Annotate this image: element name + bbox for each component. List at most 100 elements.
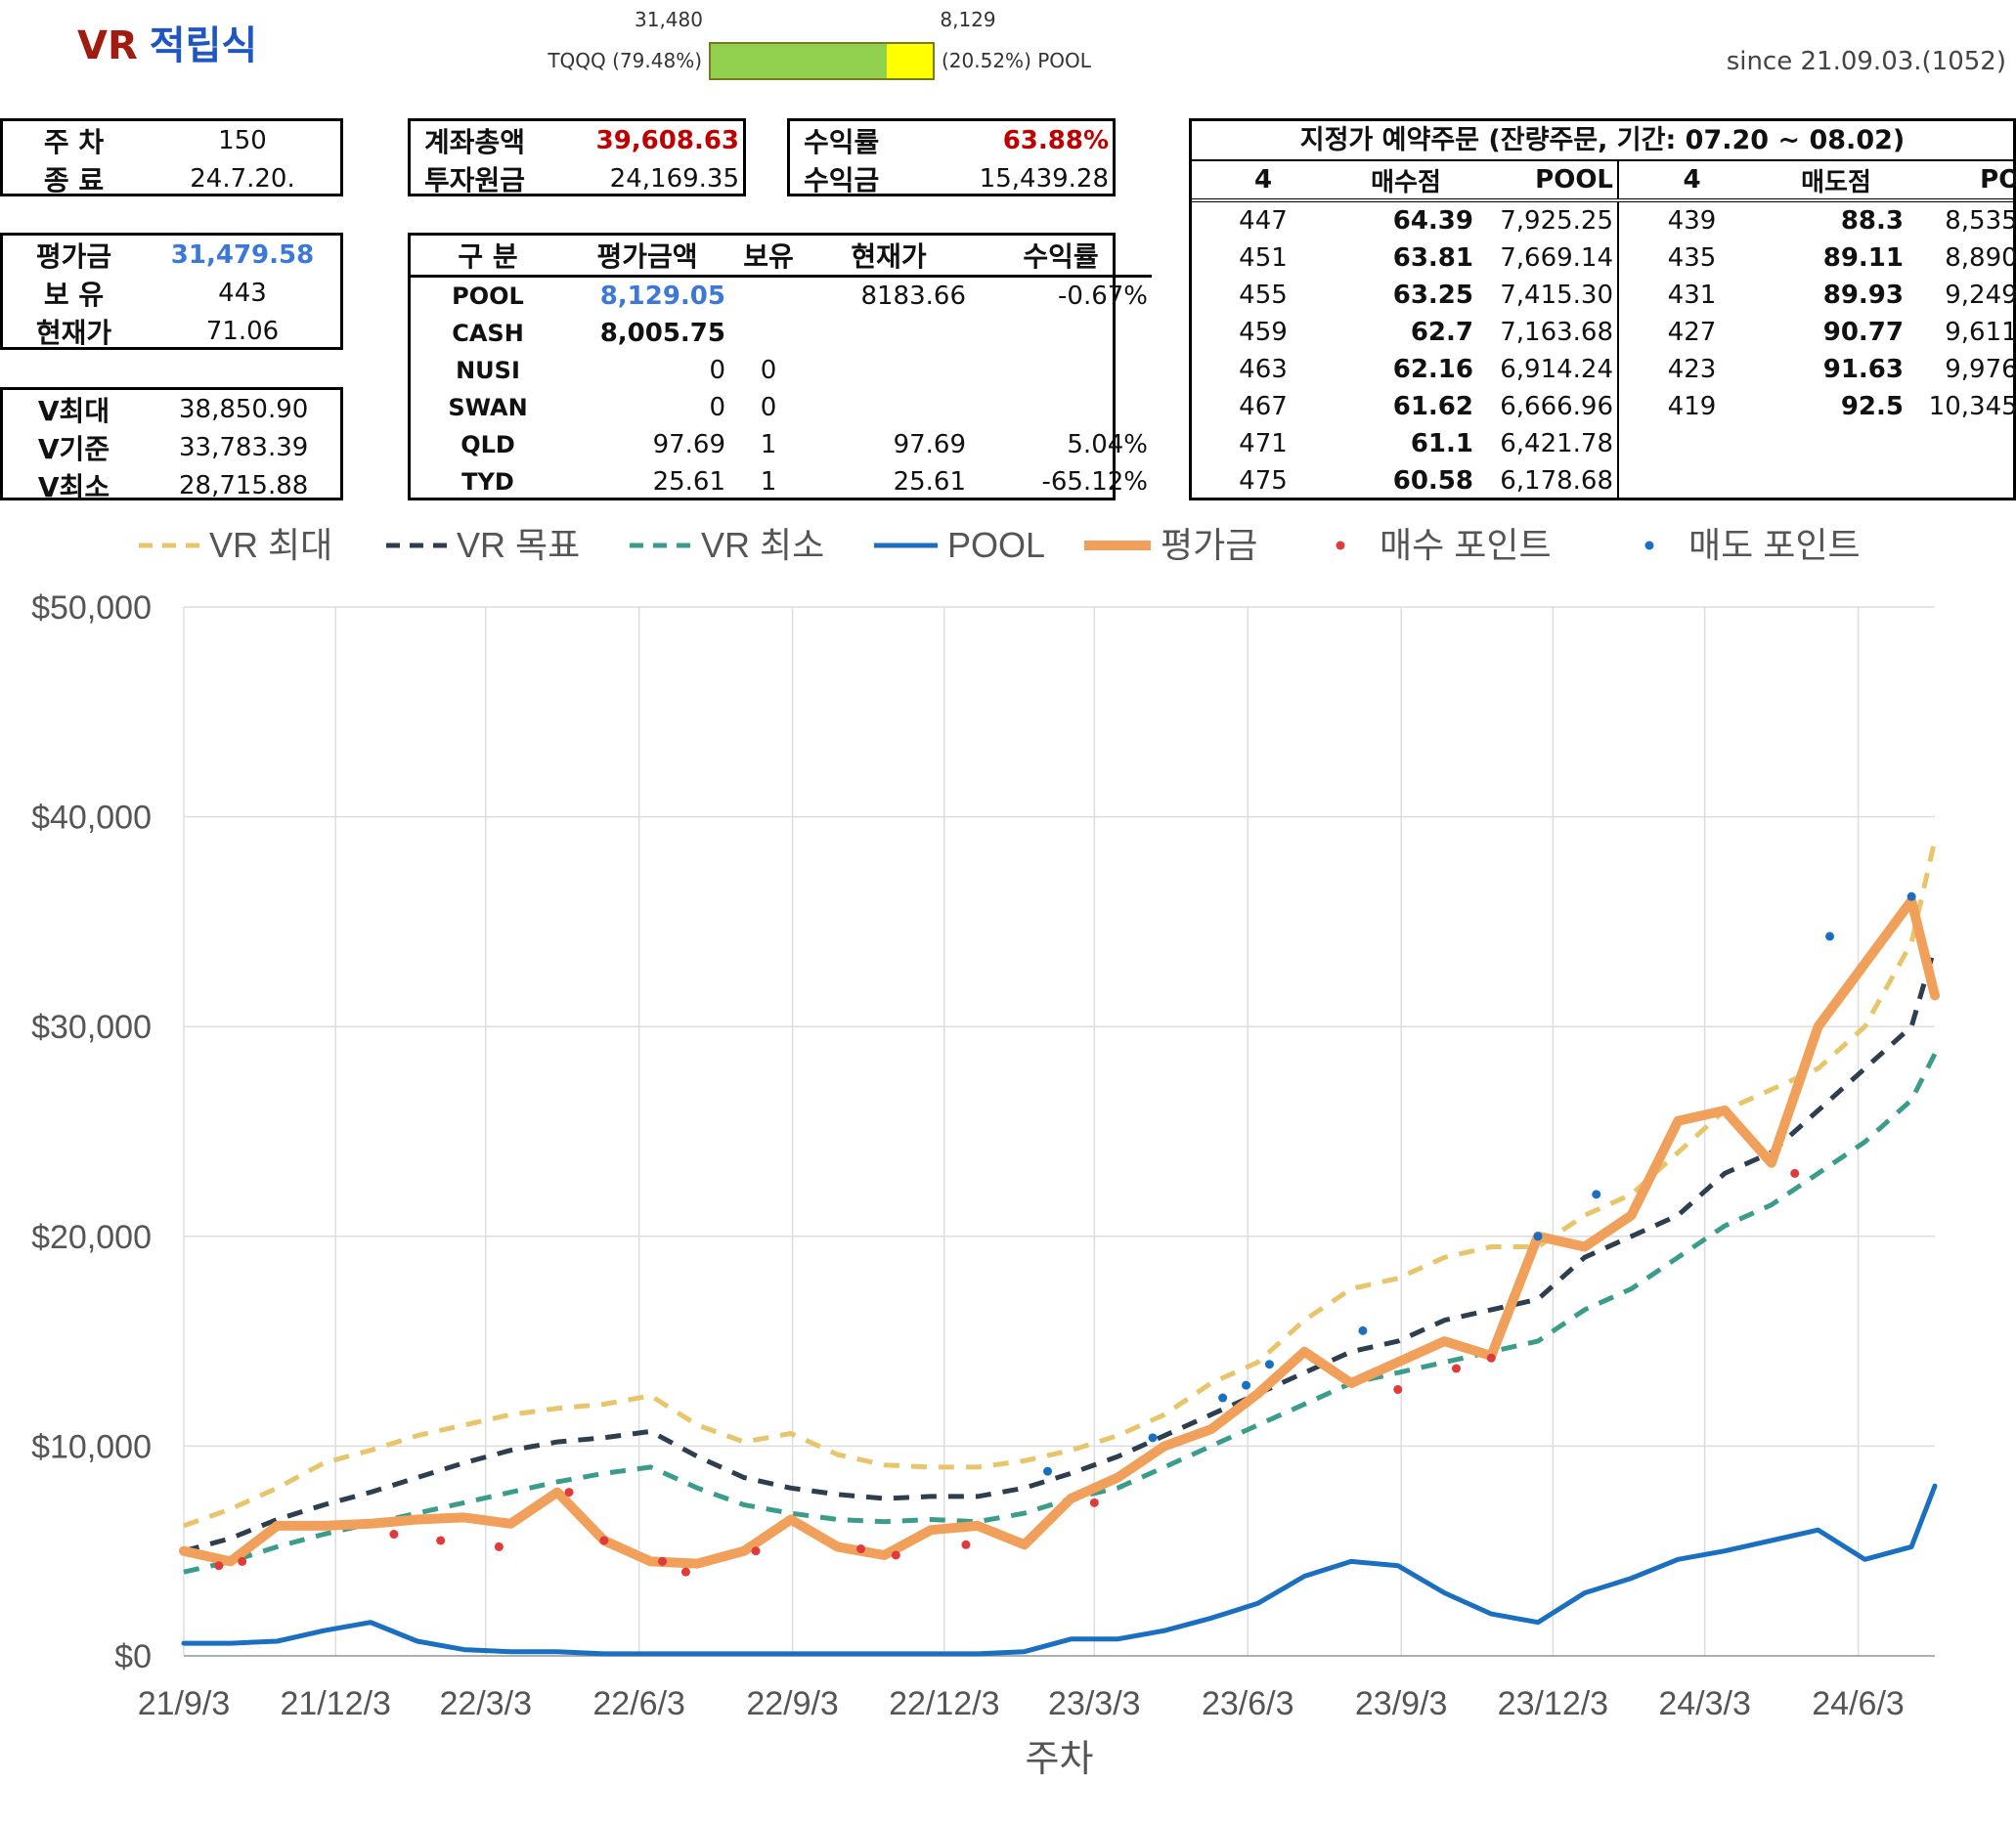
- holdings-table: 구 분 평가금액 보유 현재가 수익률 POOL 8,129.05 8183.66 -0.67%…: [408, 233, 1152, 500]
- point: [1043, 1466, 1053, 1476]
- order-cell: 431: [1667, 281, 1717, 310]
- title-main: 적립식: [149, 23, 258, 68]
- x-tick-label: 22/12/3: [889, 1685, 999, 1722]
- point: [891, 1550, 900, 1560]
- x-tick-label: 21/12/3: [280, 1685, 390, 1722]
- box-row: V기준 33,783.39: [3, 428, 340, 466]
- holding-cell: [808, 389, 970, 426]
- holding-cell: 8183.66: [860, 282, 966, 311]
- x-tick-label: 23/3/3: [1048, 1685, 1141, 1722]
- holding-cell: 0: [760, 356, 777, 385]
- order-cell: 6,421.78: [1477, 425, 1619, 462]
- legend-label: 매도 포인트: [1688, 525, 1861, 565]
- order-row: 463 62.166,914.24 423 91.63 9,976.41: [1192, 351, 2016, 388]
- holding-cell: -65.12%: [1041, 467, 1148, 497]
- column-header: POOL: [1907, 161, 2016, 202]
- holding-cell: 1: [760, 430, 777, 459]
- order-cell: 9,611.18: [1945, 318, 2016, 347]
- point: [1218, 1393, 1228, 1403]
- point: [751, 1546, 761, 1556]
- holding-cell: NUSI: [456, 357, 520, 384]
- holding-row: SWAN 0 0: [411, 389, 1152, 426]
- holding-row: CASH 8,005.75: [411, 315, 1152, 352]
- legend-label: 매수 포인트: [1380, 525, 1552, 565]
- box-label: V최대: [37, 394, 110, 427]
- allocation-segment: [887, 44, 933, 78]
- order-cell: 7,925.25: [1477, 200, 1619, 239]
- point: [1486, 1353, 1496, 1363]
- since: since 21.09.03.(1052): [1726, 47, 2006, 76]
- box-value: 24.7.20.: [190, 163, 295, 194]
- point: [1264, 1360, 1274, 1369]
- order-cell: 9,249.35: [1945, 281, 2016, 310]
- order-row: 475 60.58 6,178.68: [1192, 462, 2016, 499]
- point: [961, 1540, 971, 1549]
- holding-cell: QLD: [460, 431, 515, 458]
- allocation-bar: [709, 42, 935, 80]
- point: [1242, 1380, 1251, 1390]
- legend-label: 평가금: [1161, 525, 1257, 565]
- order-cell: 419: [1667, 392, 1717, 421]
- holding-cell: 1: [760, 467, 777, 497]
- order-row: 447 64.397,925.25 439 88.3 8,535.65: [1192, 200, 2016, 239]
- x-tick-label: 23/12/3: [1498, 1685, 1608, 1722]
- point: [564, 1488, 574, 1498]
- box-row: 주 차 150: [3, 121, 340, 159]
- order-cell: 7,415.30: [1477, 277, 1619, 314]
- holding-cell: 0: [709, 356, 725, 385]
- holding-cell: 25.61: [652, 467, 725, 497]
- holding-cell: 0: [760, 393, 777, 422]
- box-value: 38,850.90: [179, 394, 309, 424]
- box-value: 28,715.88: [179, 470, 309, 500]
- order-cell: 89.93: [1822, 281, 1904, 310]
- order-cell: 447: [1239, 206, 1288, 236]
- series-line: [181, 1483, 1938, 1657]
- order-cell: 423: [1667, 355, 1717, 384]
- order-cell: 91.63: [1822, 355, 1904, 384]
- holdings-grid: 구 분 평가금액 보유 현재가 수익률 POOL 8,129.05 8183.66 -0.67%…: [411, 236, 1152, 500]
- box-value: 33,783.39: [179, 432, 309, 462]
- series-line: [183, 839, 1938, 1529]
- point: [1148, 1433, 1158, 1443]
- point: [856, 1544, 866, 1554]
- legend-label: VR 최대: [209, 525, 332, 565]
- holding-row: POOL 8,129.05 8183.66 -0.67%: [411, 277, 1152, 316]
- allocation-segment: [711, 44, 888, 78]
- x-tick-label: 21/9/3: [138, 1685, 231, 1722]
- point: [436, 1536, 446, 1545]
- x-tick-label: 22/3/3: [439, 1685, 532, 1722]
- column-header: 4: [1618, 161, 1765, 202]
- box-row: V최대 38,850.90: [3, 390, 340, 428]
- order-cell: 8,535.65: [1945, 206, 2016, 236]
- point: [1451, 1364, 1461, 1373]
- series-line: [179, 895, 1940, 1569]
- point: [1358, 1325, 1368, 1335]
- column-header: 매도점: [1765, 161, 1907, 202]
- holding-cell: -0.67%: [1058, 282, 1148, 311]
- point: [389, 1530, 399, 1540]
- order-cell: 6,178.68: [1477, 462, 1619, 499]
- order-row: 451 63.817,669.14 435 89.11 8,890.86: [1192, 239, 2016, 277]
- allocation-value: 8,129: [940, 8, 996, 31]
- holding-cell: 97.69: [893, 430, 966, 459]
- box-row: 수익률 63.88%: [790, 121, 1113, 159]
- holding-row: QLD 97.69 1 97.69 5.04%: [411, 426, 1152, 463]
- orders-grid: 4매수점POOL4매도점POOL44764.397,925.2543988.38…: [1192, 161, 2016, 499]
- header-row: 구 분 평가금액 보유 현재가 수익률: [411, 236, 1152, 278]
- order-cell: [1618, 425, 1765, 462]
- order-cell: 8,890.86: [1945, 243, 2016, 273]
- order-cell: 459: [1239, 318, 1288, 347]
- x-tick-label: 24/6/3: [1812, 1685, 1905, 1722]
- x-tick-label: 24/3/3: [1658, 1685, 1751, 1722]
- holding-cell: [729, 277, 808, 316]
- order-cell: 475: [1239, 466, 1288, 496]
- order-cell: 61.62: [1392, 392, 1473, 421]
- return-box: 수익률 63.88% 수익금 15,439.28: [787, 118, 1116, 196]
- order-cell: 9,976.41: [1945, 355, 2016, 384]
- series-line: [183, 945, 1938, 1554]
- orders-title: 지정가 예약주문 (잔량주문, 기간: 07.20 ~ 08.02): [1192, 121, 2013, 161]
- holding-cell: 0: [709, 393, 725, 422]
- box-row: 투자원금 24,169.35: [411, 159, 743, 197]
- y-tick-label: $40,000: [31, 800, 152, 837]
